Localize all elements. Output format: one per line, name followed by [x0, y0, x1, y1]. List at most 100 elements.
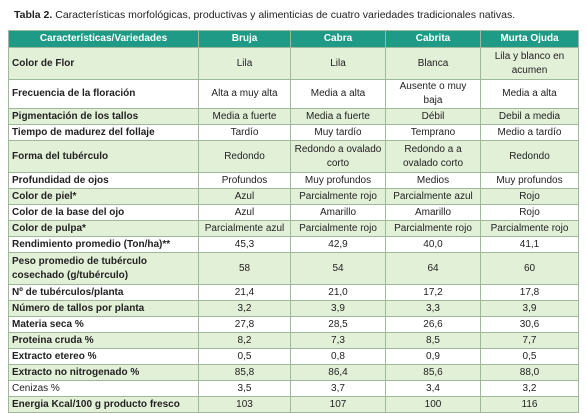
cell: 54: [290, 252, 386, 285]
cell: 7,7: [480, 332, 579, 349]
cell: Alta a muy alta: [198, 79, 291, 109]
cell: 3,3: [385, 300, 481, 317]
cell: Azul: [198, 204, 291, 221]
cell: Muy tardío: [290, 124, 386, 141]
cell: 100: [385, 396, 481, 413]
cell: 3,4: [385, 380, 481, 397]
cell: Ausente o muy baja: [385, 79, 481, 109]
header-row: Características/Variedades Bruja Cabra Cabr…: [8, 30, 579, 48]
row-label: Extracto etereo %: [8, 348, 199, 365]
cell: Rojo: [480, 188, 579, 205]
row-label: Nº de tubérculos/planta: [8, 284, 199, 301]
cell: 58: [198, 252, 291, 285]
cell: Tardío: [198, 124, 291, 141]
cell: Temprano: [385, 124, 481, 141]
row-label: Color de piel*: [8, 188, 199, 205]
cell: 0,5: [480, 348, 579, 365]
header-cell: Bruja: [198, 30, 291, 48]
cell: 28,5: [290, 316, 386, 333]
table-row: Pigmentación de los tallos Media a fuerte…: [8, 108, 579, 125]
cell: Media a alta: [480, 79, 579, 109]
table-row: Color de pulpa* Parcialmente azul Parcialm…: [8, 220, 579, 237]
cell: Parcialmente azul: [385, 188, 481, 205]
cell: 3,9: [290, 300, 386, 317]
cell: Media a alta: [290, 79, 386, 109]
cell: Redondo: [198, 140, 291, 173]
row-label: Materia seca %: [8, 316, 199, 333]
header-cell: Cabra: [290, 30, 386, 48]
cell: Medio a tardío: [480, 124, 579, 141]
cell: 17,8: [480, 284, 579, 301]
table-row: Energia Kcal/100 g producto fresco 103 107…: [8, 396, 579, 413]
row-label: Energia Kcal/100 g producto fresco: [8, 396, 199, 413]
cell: Amarillo: [385, 204, 481, 221]
cell: 3,9: [480, 300, 579, 317]
cell: Lila y blanco en acumen: [480, 47, 579, 80]
table-row: Tiempo de madurez del follaje Tardío Muy t…: [8, 124, 579, 141]
cell: 85,6: [385, 364, 481, 381]
table-row: Color de Flor Lila Lila Blanca Lila y blanco…: [8, 47, 579, 80]
cell: Blanca: [385, 47, 481, 80]
cell: 45,3: [198, 236, 291, 253]
title-label: Tabla 2.: [14, 9, 53, 21]
cell: 27,8: [198, 316, 291, 333]
table-row: Nº de tubérculos/planta 21,4 21,0 17,2 17,8: [8, 284, 579, 301]
row-label: Peso promedio de tubérculo cosechado (g/…: [8, 252, 199, 285]
cell: Débil: [385, 108, 481, 125]
table-row: Extracto no nitrogenado % 85,8 86,4 85,6 88,…: [8, 364, 579, 381]
cell: 0,8: [290, 348, 386, 365]
cell: 116: [480, 396, 579, 413]
cell: Media a fuerte: [198, 108, 291, 125]
table-row: Número de tallos por planta 3,2 3,9 3,3 3,9: [8, 300, 579, 317]
table-row: Proteina cruda % 8,2 7,3 8,5 7,7: [8, 332, 579, 349]
table: Características/Variedades Bruja Cabra Cabr…: [8, 30, 579, 413]
table-row: Forma del tubérculo Redondo Redondo a oval…: [8, 140, 579, 173]
cell: 3,5: [198, 380, 291, 397]
title-text: Características morfológicas, productiva…: [55, 9, 516, 21]
cell: Parcialmente azul: [198, 220, 291, 237]
cell: 64: [385, 252, 481, 285]
row-label: Forma del tubérculo: [8, 140, 199, 173]
cell: 0,9: [385, 348, 481, 365]
cell: 103: [198, 396, 291, 413]
cell: Parcialmente rojo: [480, 220, 579, 237]
cell: Muy profundos: [290, 172, 386, 189]
cell: Rojo: [480, 204, 579, 221]
header-cell: Características/Variedades: [8, 30, 199, 48]
table-row: Peso promedio de tubérculo cosechado (g/…: [8, 252, 579, 285]
cell: 60: [480, 252, 579, 285]
cell: 107: [290, 396, 386, 413]
table-row: Extracto etereo % 0,5 0,8 0,9 0,5: [8, 348, 579, 365]
cell: Lila: [198, 47, 291, 80]
cell: 88,0: [480, 364, 579, 381]
cell: 8,2: [198, 332, 291, 349]
table-row: Cenizas % 3,5 3,7 3,4 3,2: [8, 380, 579, 397]
cell: 86,4: [290, 364, 386, 381]
row-label: Frecuencia de la floración: [8, 79, 199, 109]
title: Tabla 2. Características morfológicas, p…: [14, 9, 515, 21]
cell: 3,2: [480, 380, 579, 397]
row-label: Tiempo de madurez del follaje: [8, 124, 199, 141]
cell: 21,0: [290, 284, 386, 301]
cell: Muy profundos: [480, 172, 579, 189]
cell: Redondo: [480, 140, 579, 173]
table-row: Color de piel* Azul Parcialmente rojo Parci…: [8, 188, 579, 205]
table-row: Color de la base del ojo Azul Amarillo Amar…: [8, 204, 579, 221]
cell: 3,2: [198, 300, 291, 317]
row-label: Color de pulpa*: [8, 220, 199, 237]
row-label: Proteina cruda %: [8, 332, 199, 349]
cell: 7,3: [290, 332, 386, 349]
cell: Redondo a ovalado corto: [290, 140, 386, 173]
table-row: Rendimiento promedio (Ton/ha)** 45,3 42,9 4…: [8, 236, 579, 253]
row-label: Rendimiento promedio (Ton/ha)**: [8, 236, 199, 253]
cell: 8,5: [385, 332, 481, 349]
cell: Parcialmente rojo: [290, 188, 386, 205]
table-row: Profundidad de ojos Profundos Muy profundo…: [8, 172, 579, 189]
cell: 85,8: [198, 364, 291, 381]
cell: Lila: [290, 47, 386, 80]
cell: Amarillo: [290, 204, 386, 221]
header-cell: Murta Ojuda: [480, 30, 579, 48]
cell: 3,7: [290, 380, 386, 397]
table-row: Frecuencia de la floración Alta a muy alt…: [8, 79, 579, 109]
